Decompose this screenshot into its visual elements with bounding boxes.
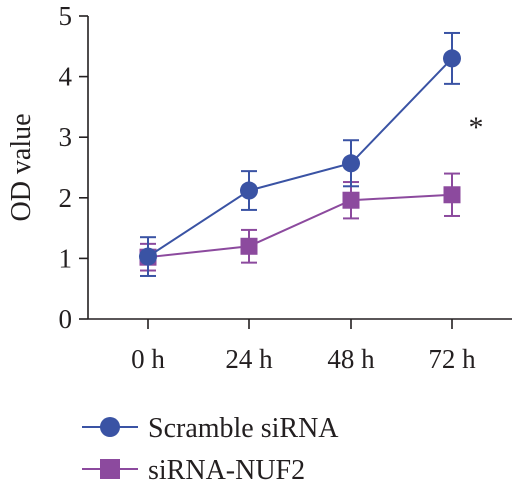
x-tick-label: 0 h (131, 344, 165, 374)
chart-legend: Scramble siRNA siRNA-NUF2 (82, 413, 339, 486)
chart-annotations: * (469, 111, 484, 144)
chart-axes: 0 1 2 3 4 5 0 h 24 h 48 h 72 h OD value (6, 1, 512, 374)
data-point (139, 247, 157, 266)
y-tick-label: 4 (59, 62, 73, 92)
x-tick-label: 24 h (225, 344, 273, 374)
y-axis-title: OD value (6, 113, 37, 221)
y-tick-label: 3 (59, 122, 73, 152)
legend-label: siRNA-NUF2 (148, 455, 305, 486)
y-tick-label: 5 (59, 1, 73, 31)
legend-item: Scramble siRNA (82, 413, 339, 444)
y-tick-label: 0 (59, 304, 73, 334)
significance-marker: * (469, 111, 484, 144)
data-point (240, 237, 258, 255)
series-1 (139, 172, 461, 272)
legend-marker (100, 417, 120, 437)
legend-label: Scramble siRNA (148, 413, 339, 444)
data-point (443, 186, 461, 204)
y-tick-label: 1 (59, 243, 73, 273)
data-point (443, 49, 461, 68)
legend-marker (100, 459, 120, 479)
legend-item: siRNA-NUF2 (82, 455, 305, 486)
data-point (342, 191, 360, 209)
data-point (342, 154, 360, 173)
x-tick-label: 48 h (327, 344, 375, 374)
data-point (240, 181, 258, 200)
series-line (147, 193, 453, 259)
series-0 (139, 31, 461, 277)
series-line (147, 57, 453, 258)
chart-series (139, 31, 461, 277)
y-tick-label: 2 (59, 183, 73, 213)
x-tick-label: 72 h (428, 344, 476, 374)
